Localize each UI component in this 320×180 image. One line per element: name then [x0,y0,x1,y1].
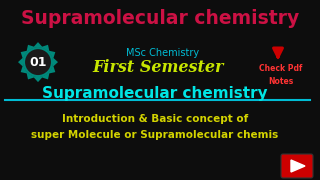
Text: Supramolecular chemistry: Supramolecular chemistry [21,9,299,28]
Text: 01: 01 [29,56,47,69]
Text: MSc Chemistry: MSc Chemistry [126,48,200,58]
FancyBboxPatch shape [281,154,313,178]
Text: Introduction & Basic concept of: Introduction & Basic concept of [62,114,248,124]
Polygon shape [291,160,305,172]
Text: Check Pdf
Notes: Check Pdf Notes [259,64,303,86]
Text: super Molecule or Supramolecular chemis: super Molecule or Supramolecular chemis [31,130,279,140]
Text: First Semester: First Semester [92,59,224,76]
Circle shape [24,48,52,76]
Polygon shape [18,42,58,82]
Text: Supramolecular chemistry: Supramolecular chemistry [42,86,268,101]
